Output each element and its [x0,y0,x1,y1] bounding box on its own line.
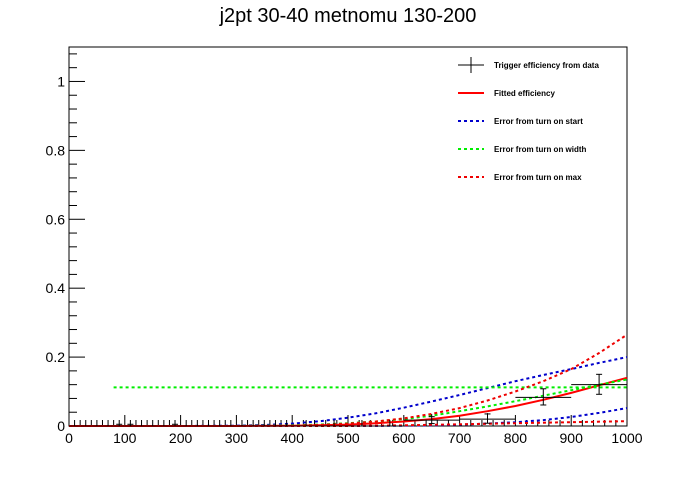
legend-label: Error from turn on max [494,173,582,182]
y-tick-label: 0.6 [46,211,66,227]
legend-label: Error from turn on start [494,117,583,126]
x-tick-label: 1000 [611,430,642,446]
x-tick-label: 400 [281,430,305,446]
x-tick-label: 200 [169,430,193,446]
x-tick-label: 900 [560,430,584,446]
legend-label: Error from turn on width [494,145,587,154]
x-tick-label: 300 [225,430,249,446]
plot-frame [68,46,628,427]
series-line [69,333,628,427]
x-tick-label: 100 [113,430,137,446]
y-tick-label: 1 [57,73,65,89]
legend-label: Trigger efficiency from data [494,61,599,70]
y-tick-label: 0.8 [46,142,66,158]
x-tick-label: 600 [392,430,416,446]
x-tick-label: 800 [504,430,528,446]
y-tick-label: 0 [57,418,65,434]
x-tick-label: 700 [448,430,472,446]
chart-title: j2pt 30-40 metnomu 130-200 [219,5,477,27]
y-tick-label: 0.4 [46,280,66,296]
x-tick-label: 500 [336,430,360,446]
x-tick-label: 0 [65,430,73,446]
y-tick-label: 0.2 [46,349,66,365]
legend-label: Fitted efficiency [494,89,555,98]
